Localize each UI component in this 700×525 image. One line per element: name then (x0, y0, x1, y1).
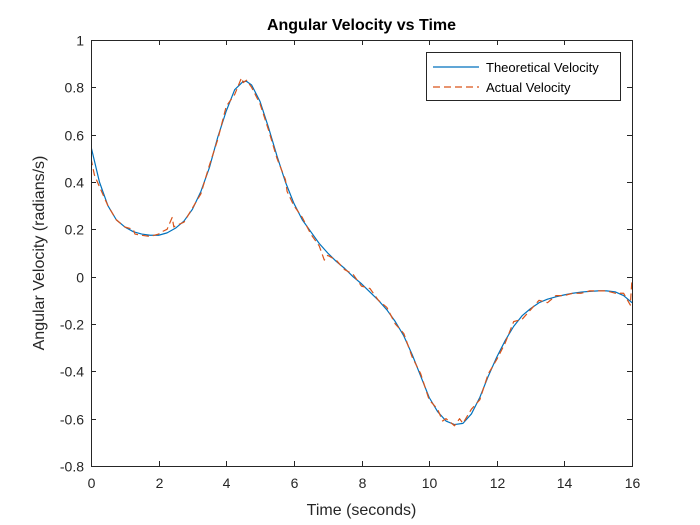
y-tick-label: -0.2 (60, 317, 84, 333)
x-tick-label: 0 (88, 475, 96, 491)
y-tick-label: 0.6 (65, 128, 85, 144)
chart-title: Angular Velocity vs Time (267, 17, 456, 34)
plot-area (91, 40, 632, 466)
x-tick-label: 14 (557, 475, 573, 491)
x-tick-label: 10 (422, 475, 438, 491)
x-tick-label: 12 (490, 475, 506, 491)
legend-box (426, 52, 621, 101)
y-axis-title: Angular Velocity (radians/s) (31, 156, 48, 351)
x-tick-label: 8 (359, 475, 367, 491)
y-tick-label: -0.8 (60, 459, 84, 475)
ticks-layer: 0 2 4 6 8 10 12 14 16 -0.8 -0.6 -0.4 -0.2 0 0.2 0.4 0.6 0… (60, 33, 641, 492)
x-tick-label: 16 (625, 475, 641, 491)
y-tick-label: -0.4 (60, 364, 84, 380)
series-layer (91, 77, 632, 427)
x-tick-label: 2 (156, 475, 164, 491)
series-line-actual-velocity (91, 77, 632, 427)
y-tick-label: -0.6 (60, 412, 84, 428)
legend-label-theoretical-velocity: Theoretical Velocity (486, 60, 599, 75)
y-tick-label: 0.2 (65, 222, 85, 238)
x-axis-title: Time (seconds) (307, 502, 417, 519)
y-tick-label: 0 (76, 270, 84, 286)
x-tick-label: 6 (291, 475, 299, 491)
y-tick-label: 1 (76, 33, 84, 49)
legend: Theoretical Velocity Actual Velocity (426, 52, 621, 101)
x-tick-label: 4 (223, 475, 231, 491)
y-tick-label: 0.8 (65, 80, 85, 96)
y-tick-label: 0.4 (65, 175, 85, 191)
legend-label-actual-velocity: Actual Velocity (486, 80, 571, 95)
